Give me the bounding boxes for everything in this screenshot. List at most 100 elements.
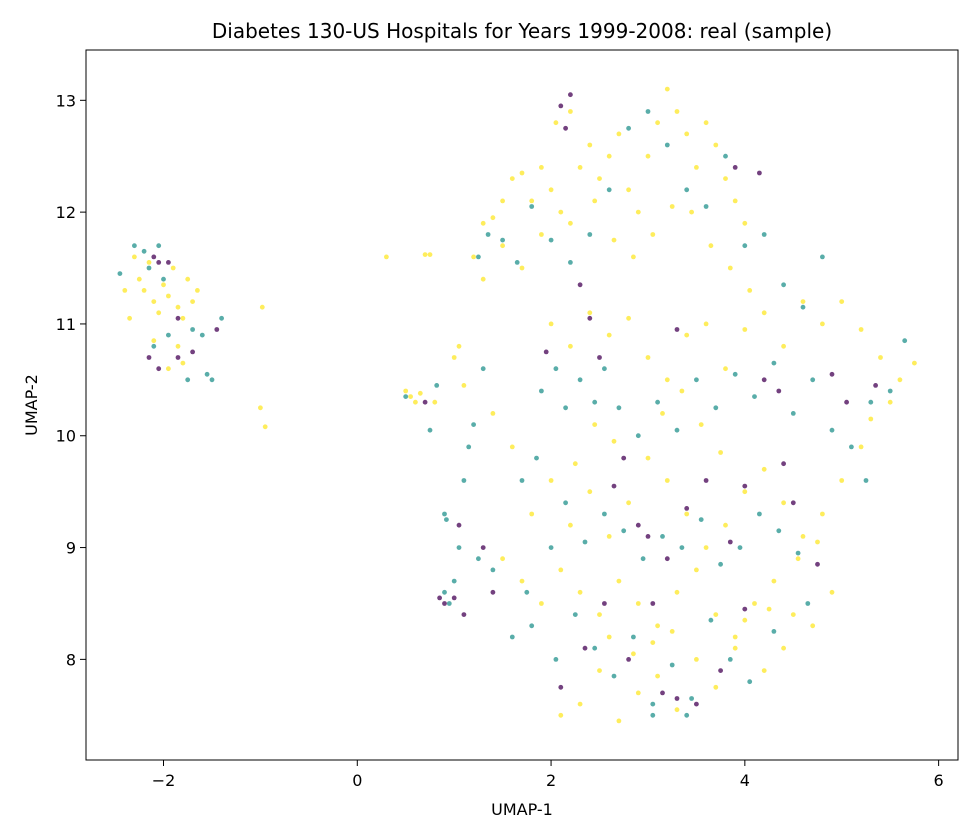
- data-point: [742, 617, 748, 623]
- data-point: [694, 567, 699, 573]
- data-point: [727, 265, 733, 271]
- data-point: [858, 327, 864, 332]
- data-point: [577, 165, 583, 170]
- data-point: [161, 282, 166, 288]
- data-point: [742, 327, 748, 332]
- data-point: [563, 500, 568, 506]
- data-point: [156, 243, 162, 249]
- data-point: [199, 332, 205, 338]
- data-point: [417, 390, 423, 396]
- data-point: [674, 109, 680, 114]
- data-point: [626, 187, 631, 193]
- data-point: [713, 684, 719, 690]
- data-point: [761, 466, 767, 472]
- data-point: [732, 634, 738, 640]
- data-point: [606, 153, 612, 159]
- data-point: [480, 366, 486, 372]
- data-point: [422, 399, 428, 405]
- data-point: [558, 103, 564, 109]
- data-point: [679, 545, 685, 550]
- data-point: [480, 276, 486, 282]
- data-point: [684, 332, 690, 338]
- data-point: [684, 506, 690, 511]
- data-point: [258, 405, 263, 411]
- data-point: [461, 478, 467, 483]
- data-point: [587, 232, 593, 237]
- data-point: [631, 634, 636, 640]
- data-point: [679, 388, 685, 394]
- data-point: [166, 366, 171, 372]
- data-point: [626, 125, 631, 131]
- data-point: [519, 265, 525, 271]
- data-point: [635, 690, 641, 696]
- data-point: [800, 534, 806, 539]
- data-point: [868, 416, 874, 422]
- data-point: [500, 556, 505, 562]
- data-point: [616, 131, 622, 137]
- data-point: [694, 377, 699, 383]
- data-point: [718, 668, 723, 673]
- data-point: [558, 209, 564, 215]
- data-point: [897, 377, 903, 383]
- data-point: [577, 701, 583, 707]
- data-point: [413, 399, 418, 405]
- x-tick-label: 4: [740, 771, 750, 790]
- data-point: [742, 606, 748, 612]
- data-point: [761, 668, 767, 673]
- data-point: [127, 315, 132, 321]
- data-point: [781, 645, 786, 651]
- data-point: [476, 254, 481, 260]
- data-point: [456, 545, 462, 550]
- data-point: [548, 187, 554, 193]
- data-point: [539, 388, 544, 394]
- data-point: [548, 545, 554, 550]
- data-point: [655, 399, 660, 405]
- data-point: [635, 522, 641, 528]
- data-point: [582, 539, 588, 545]
- data-point: [868, 399, 874, 405]
- data-point: [553, 120, 559, 126]
- y-axis-ticks: 8 9 10 11 12 13: [56, 91, 86, 669]
- data-point: [602, 366, 607, 372]
- data-point: [645, 153, 651, 159]
- data-point: [645, 109, 651, 114]
- data-point: [795, 556, 801, 562]
- data-point: [650, 232, 656, 237]
- data-point: [442, 511, 447, 517]
- x-axis-label: UMAP-1: [491, 800, 553, 819]
- data-point: [170, 265, 176, 271]
- data-point: [602, 601, 607, 606]
- data-point: [606, 634, 612, 640]
- data-point: [592, 198, 598, 204]
- data-point: [839, 478, 845, 483]
- data-point: [805, 601, 811, 606]
- data-point: [718, 561, 723, 567]
- data-point: [587, 310, 593, 316]
- points-layer: [117, 86, 917, 724]
- data-point: [747, 288, 753, 293]
- data-point: [790, 500, 796, 506]
- data-point: [446, 601, 452, 606]
- data-point: [800, 299, 806, 304]
- data-point: [689, 696, 694, 701]
- data-point: [669, 662, 675, 668]
- data-point: [684, 511, 690, 517]
- data-point: [539, 601, 544, 606]
- data-point: [664, 377, 670, 383]
- y-tick-label: 9: [66, 539, 76, 558]
- data-point: [742, 483, 748, 489]
- data-point: [611, 483, 617, 489]
- data-point: [490, 411, 496, 416]
- data-point: [684, 712, 690, 718]
- data-point: [442, 589, 447, 595]
- data-point: [568, 260, 573, 265]
- data-point: [509, 634, 515, 640]
- data-point: [669, 204, 675, 209]
- data-point: [568, 220, 573, 226]
- data-point: [122, 288, 128, 293]
- data-point: [660, 690, 665, 696]
- data-point: [723, 366, 728, 372]
- data-point: [669, 629, 675, 634]
- data-point: [577, 282, 583, 288]
- data-point: [568, 92, 573, 98]
